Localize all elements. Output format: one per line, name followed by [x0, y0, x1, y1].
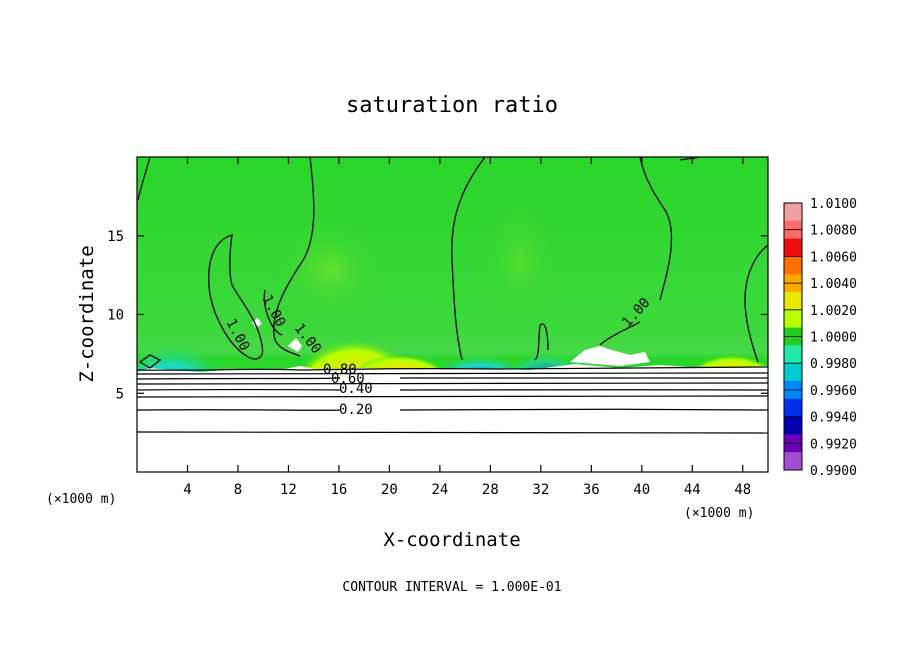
colorbar-swatch [784, 345, 802, 364]
x-tick-label: 40 [633, 482, 650, 498]
colorbar-swatch [784, 238, 802, 257]
colorbar-label: 0.9960 [810, 384, 857, 399]
colorbar-swatch [784, 363, 802, 382]
contour-label: 0.60 [331, 371, 365, 387]
contour-label: 0.80 [323, 362, 357, 378]
x-tick-label: 44 [684, 482, 701, 498]
cloud-free-region [137, 364, 768, 472]
x-tick-label: 24 [431, 482, 448, 498]
colorbar-swatch [784, 452, 802, 471]
x-tick-label: 36 [583, 482, 600, 498]
x-tick-label: 16 [330, 482, 347, 498]
cloud-gap [252, 318, 262, 328]
colorbar-label: 1.0100 [810, 197, 857, 212]
cloud-gap [570, 346, 650, 366]
colorbar: 1.0100 1.0080 1.0060 1.0040 1.0020 1.0000 0.99… [783, 197, 857, 479]
contour-interval-note: CONTOUR INTERVAL = 1.000E-01 [342, 580, 561, 595]
x-tick-label: 20 [381, 482, 398, 498]
y-axis: 5 10 15 [107, 229, 768, 402]
y-tick-label: 15 [107, 229, 124, 245]
colorbar-swatch [784, 203, 802, 222]
colorbar-label: 0.9940 [810, 411, 857, 426]
colorbar-swatch [784, 398, 802, 418]
colorbar-label: 1.0000 [810, 331, 857, 346]
colorbar-label: 1.0040 [810, 277, 857, 292]
x-axis-right-unit: (×1000 m) [684, 506, 754, 521]
chart-title: saturation ratio [346, 93, 558, 118]
x-tick-label: 28 [482, 482, 499, 498]
x-tick-label: 48 [734, 482, 751, 498]
colorbar-swatch [784, 416, 802, 435]
field-streak [270, 215, 390, 325]
colorbar-label: 0.9900 [810, 464, 857, 479]
contour-label: 0.20 [339, 402, 373, 418]
colorbar-swatch [784, 256, 802, 275]
x-tick-label: 12 [280, 482, 297, 498]
contour-lines-lower [137, 366, 768, 434]
colorbar-swatch [784, 292, 802, 311]
colorbar-label: 1.0080 [810, 224, 857, 239]
x-tick-label: 8 [234, 482, 242, 498]
colorbar-label: 1.0060 [810, 250, 857, 265]
y-axis-title: Z-coordinate [76, 245, 98, 382]
heatmap-field: 1.00 1.00 1.00 1.00 0.80 0.60 0.40 0.20 [137, 157, 768, 472]
field-streak [480, 190, 560, 330]
colorbar-label: 0.9920 [810, 437, 857, 452]
y-tick-label: 5 [116, 386, 124, 402]
colorbar-label: 0.9980 [810, 357, 857, 372]
colorbar-swatch [784, 309, 802, 329]
x-axis-title: X-coordinate [383, 529, 520, 551]
x-axis-left-unit: (×1000 m) [46, 492, 116, 507]
x-tick-label: 4 [183, 482, 191, 498]
cloud-gap [288, 338, 302, 352]
x-axis: 4 8 12 16 20 24 28 32 36 40 44 48 [183, 157, 751, 498]
colorbar-label: 1.0020 [810, 304, 857, 319]
contour-label: 0.40 [339, 381, 373, 397]
x-tick-label: 32 [532, 482, 549, 498]
y-tick-label: 10 [107, 308, 124, 324]
